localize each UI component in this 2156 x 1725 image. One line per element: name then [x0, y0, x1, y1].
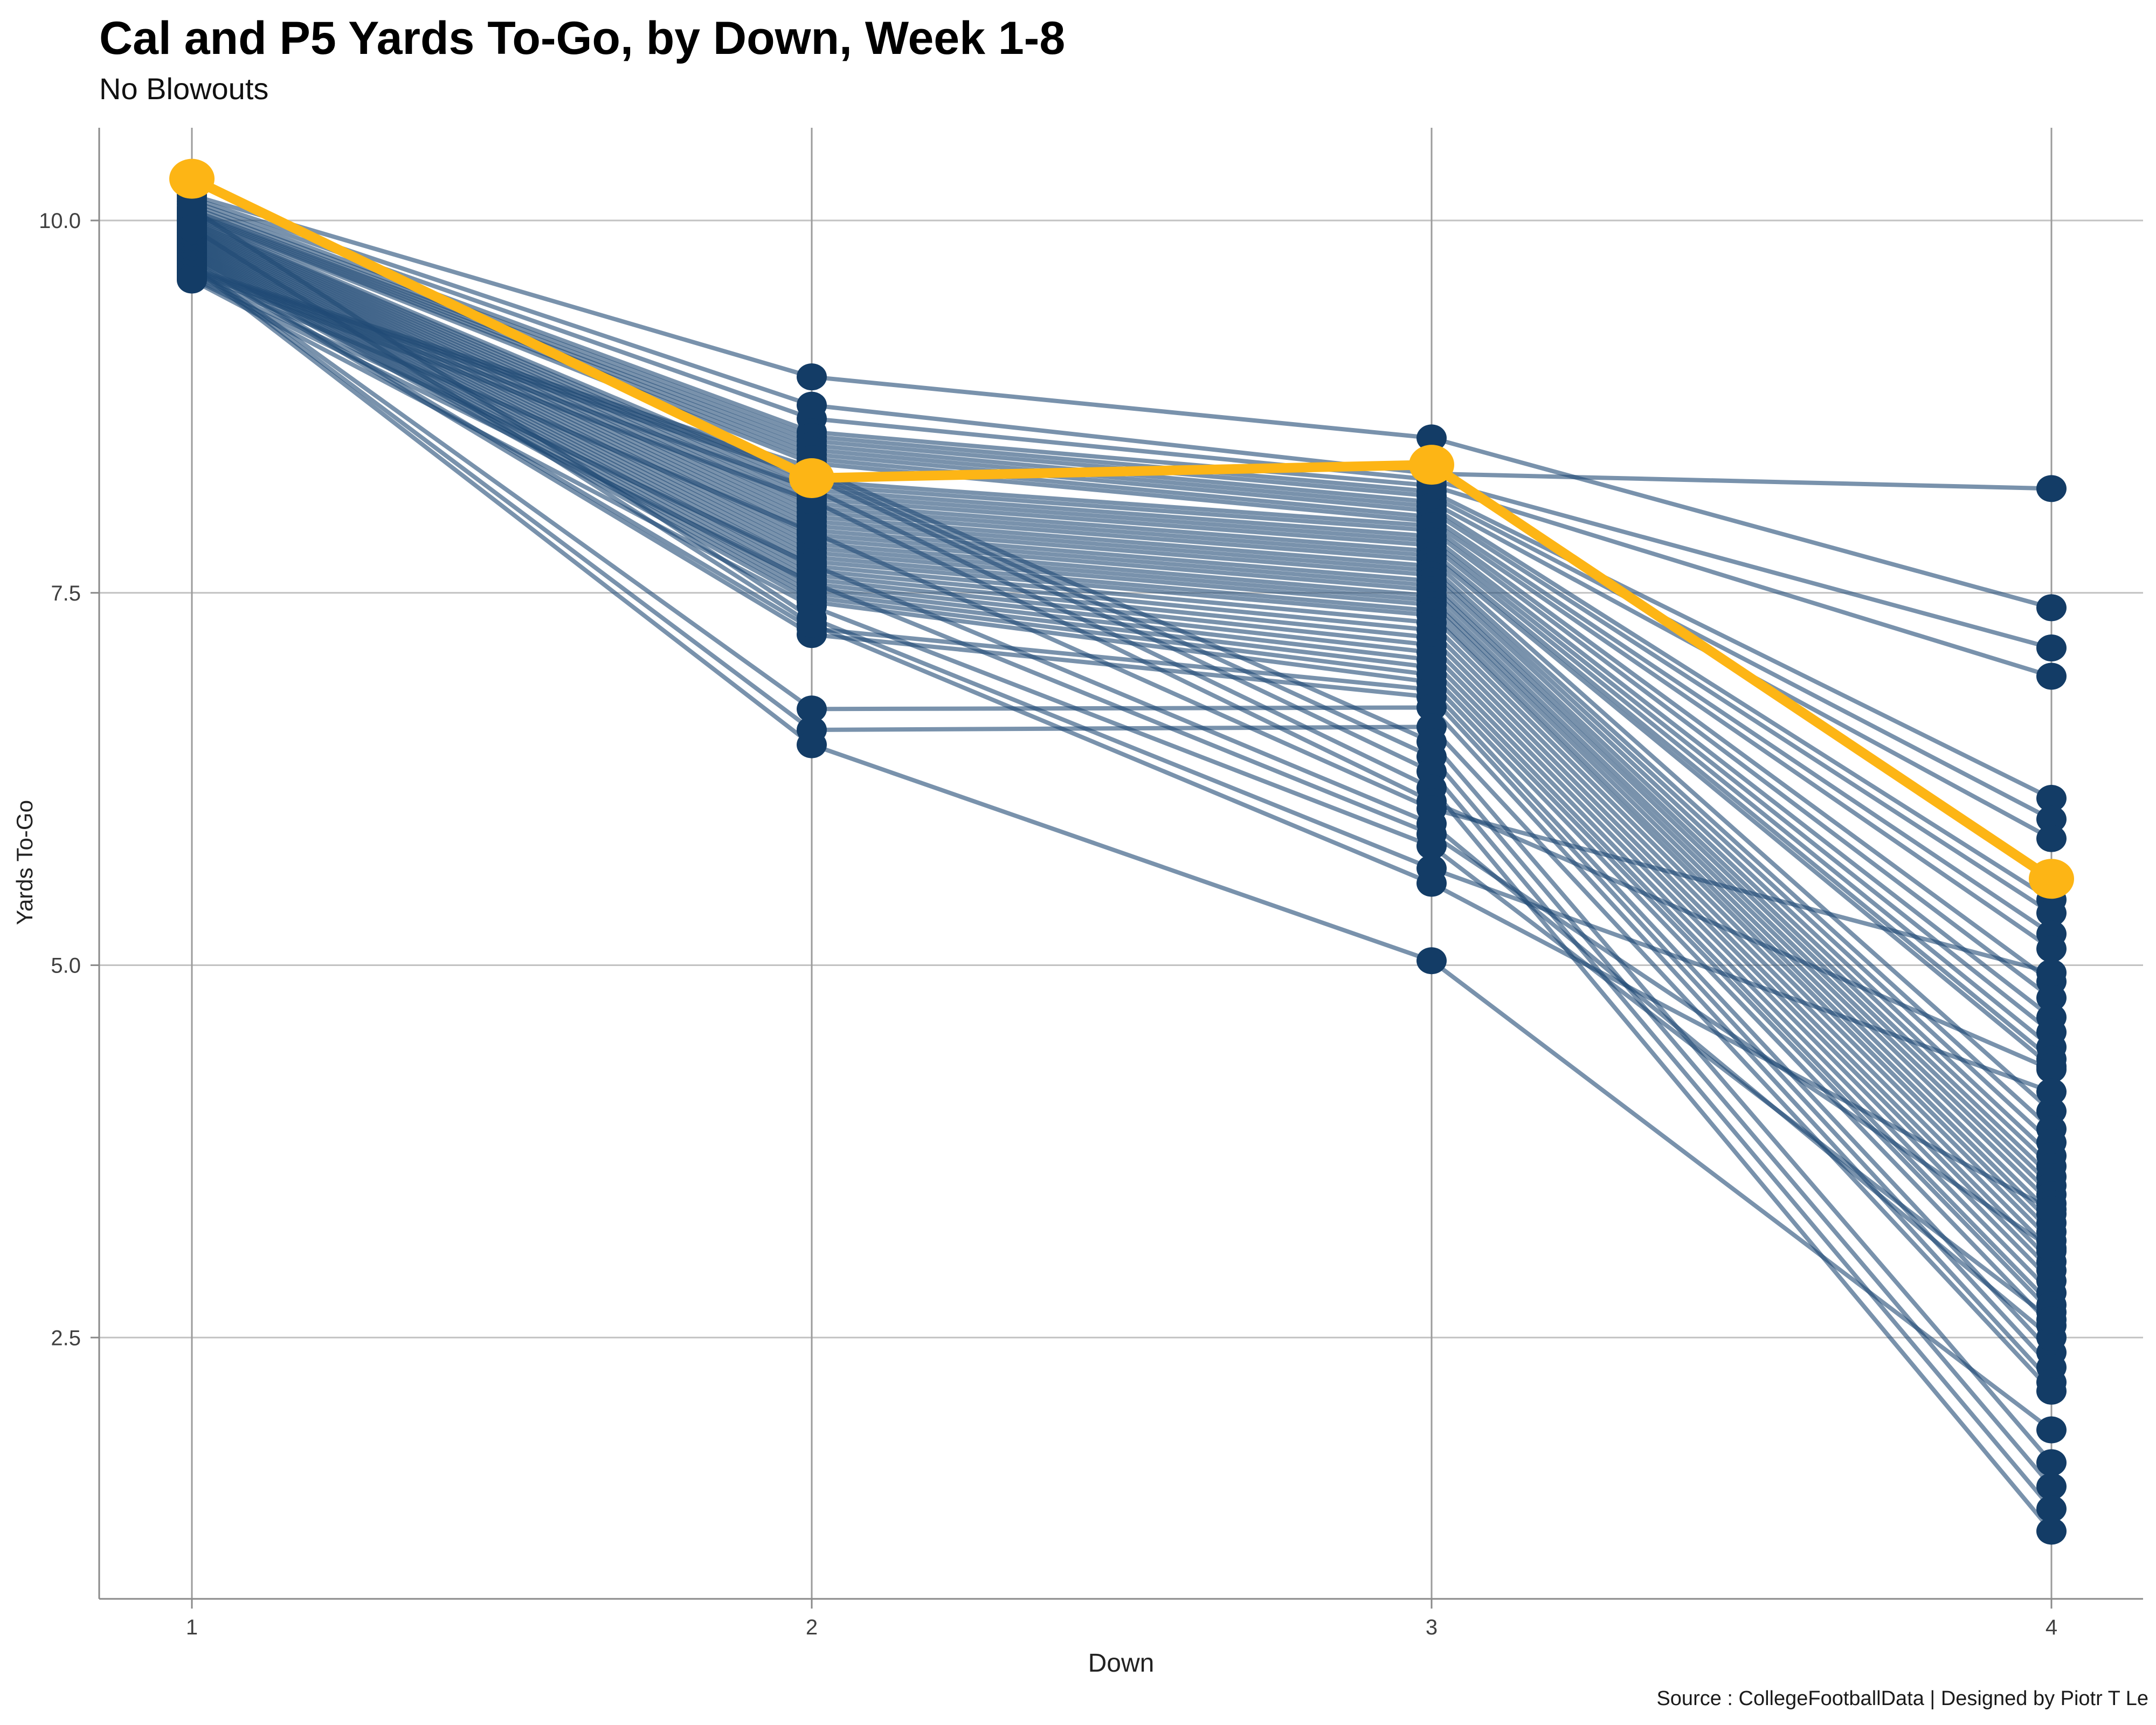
y-tick-label: 7.5 — [51, 582, 81, 605]
p5-team-line — [190, 242, 2054, 1225]
p5-team-line — [190, 206, 2054, 1094]
p5-team-line — [190, 267, 2054, 1489]
p5-team-line — [190, 239, 2054, 1206]
x-tick-label: 2 — [806, 1616, 818, 1639]
cal-line — [187, 174, 2056, 884]
p5-team-line — [190, 219, 2054, 1020]
p5-team-line — [190, 260, 2054, 1370]
p5-team-line — [190, 264, 2054, 1432]
p5-data-point — [2036, 984, 2067, 1012]
p5-team-line — [190, 237, 2054, 1197]
x-tick-label: 1 — [186, 1616, 198, 1639]
x-axis-title: Down — [1088, 1649, 1155, 1678]
p5-team-line — [190, 278, 2054, 1322]
p5-data-point — [2036, 1377, 2067, 1405]
p5-team-line — [190, 245, 2054, 1243]
p5-data-point — [2036, 1449, 2067, 1476]
p5-data-point — [1416, 832, 1447, 860]
cal-data-point — [1409, 445, 1454, 485]
p5-data-point — [2036, 1078, 2067, 1106]
p5-team-line — [190, 257, 2054, 1328]
p5-team-line — [190, 221, 2054, 1034]
source-caption: Source : CollegeFootballData | Designed … — [1656, 1687, 2148, 1710]
p5-team-line — [190, 230, 2054, 1145]
p5-data-point — [2036, 1306, 2067, 1334]
p5-data-point — [1416, 870, 1447, 897]
p5-team-line — [190, 225, 2054, 1212]
x-tick-label: 3 — [1426, 1616, 1438, 1639]
p5-team-line — [190, 218, 2054, 1000]
y-tick-label: 10.0 — [39, 209, 81, 233]
p5-team-line — [190, 272, 2054, 1072]
p5-team-line — [190, 224, 2054, 1061]
p5-data-point — [2036, 935, 2067, 963]
p5-team-line — [190, 193, 2054, 610]
cal-data-point — [169, 158, 215, 199]
p5-team-line — [190, 213, 2054, 936]
p5-team-line — [190, 268, 2054, 1511]
p5-team-line — [190, 240, 2054, 1216]
cal-data-point — [789, 458, 834, 498]
x-tick-label: 4 — [2046, 1616, 2057, 1639]
p5-team-line — [190, 266, 2054, 1465]
p5-data-point — [2036, 1234, 2067, 1262]
p5-data-point — [2036, 805, 2067, 833]
p5-data-point — [2036, 1416, 2067, 1444]
p5-data-point — [2036, 594, 2067, 622]
p5-data-point — [2036, 1196, 2067, 1223]
p5-data-point — [797, 518, 827, 546]
chart-title: Cal and P5 Yards To-Go, by Down, Week 1-… — [99, 12, 1066, 64]
p5-team-line — [190, 276, 2054, 1251]
p5-data-point — [177, 214, 207, 242]
p5-data-point — [1416, 694, 1447, 721]
y-tick-label: 5.0 — [51, 954, 81, 978]
p5-data-point — [2036, 663, 2067, 690]
p5-team-line — [190, 199, 2054, 650]
p5-team-line — [190, 246, 2054, 1253]
p5-data-point — [797, 363, 827, 391]
p5-team-line — [190, 205, 2054, 801]
p5-team-line — [190, 273, 2054, 975]
p5-data-point — [797, 695, 827, 723]
p5-data-point — [1416, 424, 1447, 452]
p5-team-line — [190, 217, 2054, 984]
p5-team-line — [190, 215, 2054, 951]
p5-data-point — [2036, 1055, 2067, 1083]
p5-data-point — [2036, 1517, 2067, 1545]
p5-team-line — [190, 270, 2054, 1534]
p5-team-line — [190, 196, 2054, 491]
p5-data-point — [2036, 825, 2067, 852]
y-tick-label: 2.5 — [51, 1326, 81, 1350]
p5-data-point — [177, 195, 207, 222]
p5-data-point — [2036, 959, 2067, 986]
p5-team-line — [190, 212, 2054, 915]
cal-data-point — [2029, 859, 2074, 899]
p5-data-point — [177, 266, 207, 294]
p5-team-line — [190, 223, 2054, 1050]
p5-data-point — [797, 610, 827, 638]
p5-data-point — [797, 569, 827, 596]
chart-subtitle: No Blowouts — [99, 72, 269, 106]
p5-data-point — [2036, 899, 2067, 927]
p5-data-point — [2036, 785, 2067, 812]
p5-data-point — [2036, 475, 2067, 502]
p5-data-point — [2036, 1473, 2067, 1500]
p5-data-point — [2036, 1495, 2067, 1522]
p5-data-point — [2036, 634, 2067, 661]
p5-data-point — [797, 731, 827, 758]
p5-data-point — [1416, 947, 1447, 975]
p5-team-line — [190, 202, 2054, 679]
